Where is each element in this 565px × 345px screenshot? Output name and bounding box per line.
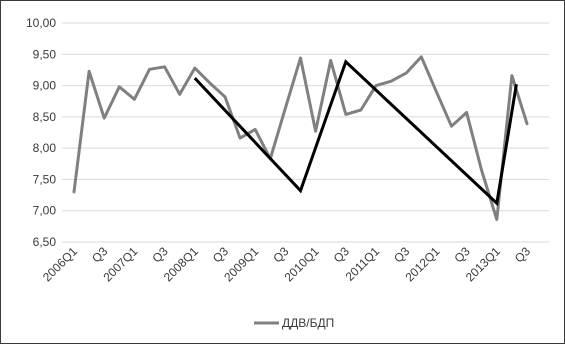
- x-tick-label: Q3: [451, 244, 472, 265]
- y-tick-label: 7,50: [33, 172, 57, 186]
- series-line-ddv-bdp: [72, 55, 529, 221]
- y-tick-label: 8,50: [33, 110, 57, 124]
- x-tick-label: Q3: [270, 244, 291, 265]
- x-tick-label: 2006Q1: [40, 244, 80, 284]
- overlay-trend-line: [193, 59, 518, 207]
- gridlines: [62, 22, 549, 243]
- x-tick-label: Q3: [391, 244, 412, 265]
- x-tick-label: 2013Q1: [463, 244, 503, 284]
- y-tick-label: 9,50: [33, 47, 57, 61]
- x-tick-label: Q3: [512, 244, 533, 265]
- x-tick-label: Q3: [331, 244, 352, 265]
- y-tick-label: 9,00: [33, 79, 57, 93]
- x-tick-label: 2009Q1: [221, 244, 261, 284]
- y-tick-label: 10,00: [26, 16, 56, 30]
- x-tick-label: Q3: [149, 244, 170, 265]
- y-tick-label: 6,50: [33, 235, 57, 249]
- legend-label: ДДВ/БДП: [282, 316, 334, 330]
- overlay-layer: [193, 59, 518, 207]
- x-tick-label: Q3: [210, 244, 231, 265]
- x-tick-label: 2007Q1: [100, 244, 140, 284]
- x-tick-label: 2011Q1: [343, 244, 383, 284]
- x-tick-label: 2010Q1: [282, 244, 322, 284]
- y-axis: 10,00 9,50 9,00 8,50 8,00 7,50 7,00 6,50: [26, 16, 56, 249]
- legend: ДДВ/БДП: [254, 316, 334, 330]
- x-tick-label: 2012Q1: [402, 244, 442, 284]
- y-tick-label: 7,00: [33, 204, 57, 218]
- x-tick-label: Q3: [89, 244, 110, 265]
- series-layer: [72, 55, 529, 221]
- y-tick-label: 8,00: [33, 141, 57, 155]
- x-tick-label: 2008Q1: [161, 244, 201, 284]
